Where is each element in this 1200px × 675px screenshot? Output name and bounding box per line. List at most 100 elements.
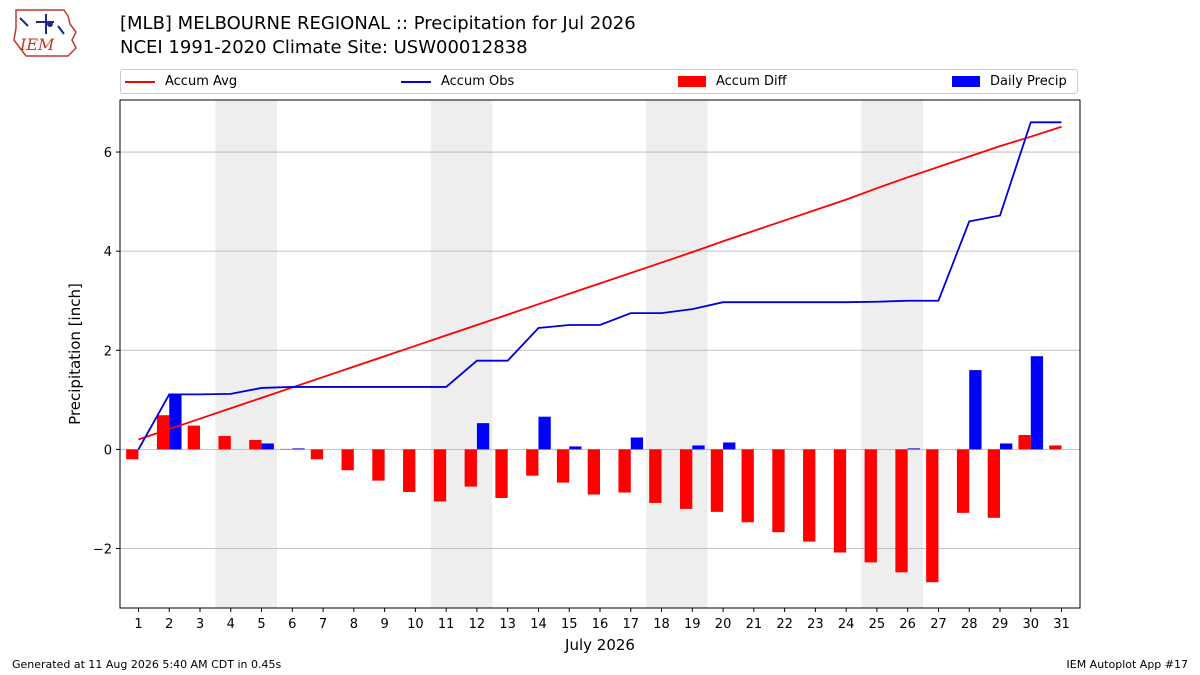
daily-bar-2 <box>169 394 182 450</box>
x-tick-label-13: 13 <box>499 617 516 632</box>
diff-bar-4 <box>218 436 231 450</box>
x-tick-label-25: 25 <box>869 617 886 632</box>
chart-title: [MLB] MELBOURNE REGIONAL :: Precipitatio… <box>120 12 636 60</box>
legend-accum-avg: Accum Avg <box>125 70 237 93</box>
logo-text: IEM <box>19 35 55 54</box>
x-tick-label-6: 6 <box>288 617 296 632</box>
legend-accum-obs-label: Accum Obs <box>441 74 515 89</box>
diff-bar-26 <box>895 449 908 573</box>
legend-accum-avg-label: Accum Avg <box>165 74 238 89</box>
y-tick-label-2: 2 <box>104 344 112 359</box>
x-tick-label-2: 2 <box>165 617 173 632</box>
x-tick-label-16: 16 <box>592 617 609 632</box>
x-tick-label-12: 12 <box>469 617 486 632</box>
diff-bar-7 <box>310 449 324 460</box>
diff-bar-31 <box>1049 445 1062 450</box>
x-tick-label-19: 19 <box>684 617 701 632</box>
title-line-2: NCEI 1991-2020 Climate Site: USW00012838 <box>120 37 528 58</box>
x-tick-label-18: 18 <box>653 617 670 632</box>
legend-accum-diff-swatch <box>678 76 706 87</box>
diff-bar-20 <box>710 449 724 512</box>
legend: Accum Avg Accum Obs Accum Diff Daily Pre… <box>120 69 1078 94</box>
x-tick-label-15: 15 <box>561 617 578 632</box>
x-tick-label-14: 14 <box>530 617 547 632</box>
legend-accum-obs-swatch <box>401 80 431 83</box>
daily-bar-5 <box>261 443 274 450</box>
x-tick-label-31: 31 <box>1053 617 1070 632</box>
legend-daily-precip-label: Daily Precip <box>990 74 1067 89</box>
daily-bar-15 <box>569 446 582 450</box>
x-tick-label-22: 22 <box>776 617 793 632</box>
x-tick-label-11: 11 <box>438 617 455 632</box>
daily-bar-17 <box>630 437 644 450</box>
diff-bar-13 <box>495 449 508 498</box>
x-tick-label-9: 9 <box>380 617 388 632</box>
x-tick-label-4: 4 <box>227 617 235 632</box>
diff-bar-30 <box>1018 435 1031 450</box>
diff-bar-22 <box>772 449 785 533</box>
legend-accum-obs: Accum Obs <box>401 70 514 93</box>
x-tick-label-24: 24 <box>838 617 855 632</box>
x-tick-label-29: 29 <box>992 617 1009 632</box>
weekend-shade-2 <box>646 100 708 608</box>
diff-bar-28 <box>956 449 970 513</box>
x-tick-label-30: 30 <box>1022 617 1039 632</box>
daily-bar-19 <box>692 445 705 450</box>
x-tick-label-7: 7 <box>319 617 327 632</box>
daily-bar-6 <box>292 448 305 450</box>
diff-bar-8 <box>341 449 354 471</box>
accum-obs-line <box>137 121 1062 450</box>
x-tick-label-3: 3 <box>196 617 204 632</box>
diff-bar-23 <box>803 449 816 542</box>
diff-bar-27 <box>926 449 939 583</box>
weekend-shade-0 <box>215 100 277 608</box>
daily-bar-26 <box>907 448 920 450</box>
app-note: IEM Autoplot App #17 <box>1066 658 1189 671</box>
title-line-1: [MLB] MELBOURNE REGIONAL :: Precipitatio… <box>120 13 636 34</box>
diff-bar-21 <box>741 449 754 523</box>
diff-bar-1 <box>126 449 139 460</box>
diff-bar-10 <box>403 449 416 493</box>
y-tick-label-3: 4 <box>104 245 112 260</box>
x-tick-label-28: 28 <box>961 617 978 632</box>
x-tick-label-26: 26 <box>899 617 916 632</box>
legend-accum-diff-label: Accum Diff <box>716 74 787 89</box>
x-tick-label-8: 8 <box>350 617 358 632</box>
diff-bar-15 <box>556 449 570 483</box>
daily-bar-12 <box>476 423 490 450</box>
y-tick-label-1: 0 <box>104 443 112 458</box>
legend-daily-precip-swatch <box>952 76 980 87</box>
y-tick-label-0: −2 <box>93 543 112 558</box>
generated-note: Generated at 11 Aug 2026 5:40 AM CDT in … <box>12 658 282 671</box>
legend-accum-diff: Accum Diff <box>678 70 787 93</box>
diff-bar-24 <box>833 449 847 553</box>
diff-bar-12 <box>464 449 477 487</box>
y-tick-label-4: 6 <box>104 146 112 161</box>
diff-bar-29 <box>987 449 1000 518</box>
diff-bar-14 <box>526 449 539 476</box>
daily-bar-14 <box>538 416 551 450</box>
daily-bar-20 <box>723 442 736 450</box>
diff-bar-17 <box>618 449 631 493</box>
x-tick-label-5: 5 <box>257 617 265 632</box>
diff-bar-19 <box>680 449 693 509</box>
diff-bar-25 <box>864 449 877 563</box>
daily-bar-29 <box>1000 443 1013 450</box>
diff-bar-16 <box>587 449 600 495</box>
diff-bar-3 <box>187 425 200 450</box>
x-tick-label-27: 27 <box>930 617 947 632</box>
x-tick-label-1: 1 <box>134 617 142 632</box>
x-axis-label: July 2026 <box>564 636 635 654</box>
diff-bar-2 <box>156 415 170 450</box>
y-axis-label: Precipitation [inch] <box>66 283 84 425</box>
legend-daily-precip: Daily Precip <box>952 70 1067 93</box>
legend-accum-avg-swatch <box>125 80 155 83</box>
weekend-shade-1 <box>430 100 493 608</box>
diff-bar-11 <box>433 449 447 502</box>
daily-bar-30 <box>1030 356 1044 450</box>
x-tick-label-10: 10 <box>407 617 424 632</box>
x-tick-label-20: 20 <box>715 617 732 632</box>
diff-bar-9 <box>372 449 385 481</box>
diff-bar-18 <box>649 449 662 503</box>
